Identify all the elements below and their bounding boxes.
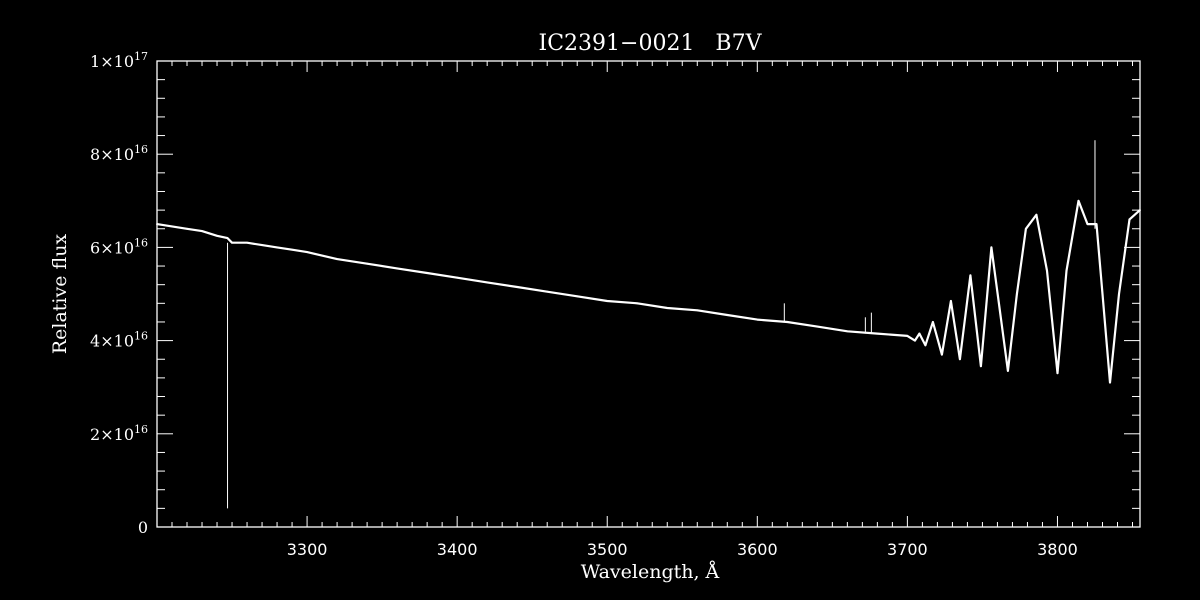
- data-point: [1025, 228, 1027, 230]
- data-point: [1109, 382, 1111, 384]
- data-point: [696, 309, 698, 311]
- data-point: [336, 258, 338, 260]
- x-tick-label: 3300: [287, 540, 328, 559]
- x-tick-label: 3500: [587, 540, 628, 559]
- data-point: [786, 321, 788, 323]
- data-point: [576, 295, 578, 297]
- data-point: [201, 230, 203, 232]
- data-point: [1066, 270, 1068, 272]
- data-point: [486, 281, 488, 283]
- data-point: [276, 247, 278, 249]
- chart-title: IC2391−0021 B7V: [539, 31, 763, 56]
- data-point: [950, 300, 952, 302]
- data-point: [261, 244, 263, 246]
- data-point: [932, 321, 934, 323]
- data-point: [959, 358, 961, 360]
- data-point: [636, 302, 638, 304]
- data-point: [846, 330, 848, 332]
- data-point: [1139, 209, 1141, 211]
- data-point: [998, 302, 1000, 304]
- data-point: [246, 242, 248, 244]
- data-point: [906, 335, 908, 337]
- data-point: [1129, 219, 1131, 221]
- data-point: [1007, 370, 1009, 372]
- data-point: [186, 228, 188, 230]
- data-point: [156, 223, 158, 225]
- x-tick-label: 3600: [737, 540, 778, 559]
- data-point: [216, 235, 218, 237]
- data-point: [396, 267, 398, 269]
- data-point: [606, 300, 608, 302]
- data-point: [291, 249, 293, 251]
- data-point: [1118, 293, 1120, 295]
- x-tick-label: 3700: [887, 540, 928, 559]
- data-point: [991, 247, 993, 249]
- data-point: [171, 226, 173, 228]
- y-tick-label: 0: [138, 518, 148, 537]
- data-point: [231, 242, 233, 244]
- data-point: [366, 263, 368, 265]
- data-point: [918, 333, 920, 335]
- data-point: [426, 272, 428, 274]
- data-point: [1036, 214, 1038, 216]
- data-point: [1102, 293, 1104, 295]
- y-axis-label: Relative flux: [49, 234, 71, 355]
- data-point: [1057, 372, 1059, 374]
- data-point: [1096, 223, 1098, 225]
- data-point: [941, 354, 943, 356]
- data-point: [914, 340, 916, 342]
- x-tick-label: 3800: [1037, 540, 1078, 559]
- data-point: [816, 326, 818, 328]
- data-point: [516, 286, 518, 288]
- data-point: [546, 291, 548, 293]
- data-point: [1087, 223, 1089, 225]
- data-point: [227, 237, 229, 239]
- data-point: [306, 251, 308, 253]
- data-point: [876, 333, 878, 335]
- data-point: [924, 344, 926, 346]
- x-tick-label: 3400: [437, 540, 478, 559]
- data-point: [1046, 270, 1048, 272]
- data-point: [970, 274, 972, 276]
- x-axis-label: Wavelength, Å: [581, 561, 720, 583]
- data-point: [756, 319, 758, 321]
- data-point: [1016, 293, 1018, 295]
- data-point: [980, 365, 982, 367]
- data-point: [1078, 200, 1080, 202]
- data-point: [666, 307, 668, 309]
- data-point: [456, 277, 458, 279]
- data-point: [726, 314, 728, 316]
